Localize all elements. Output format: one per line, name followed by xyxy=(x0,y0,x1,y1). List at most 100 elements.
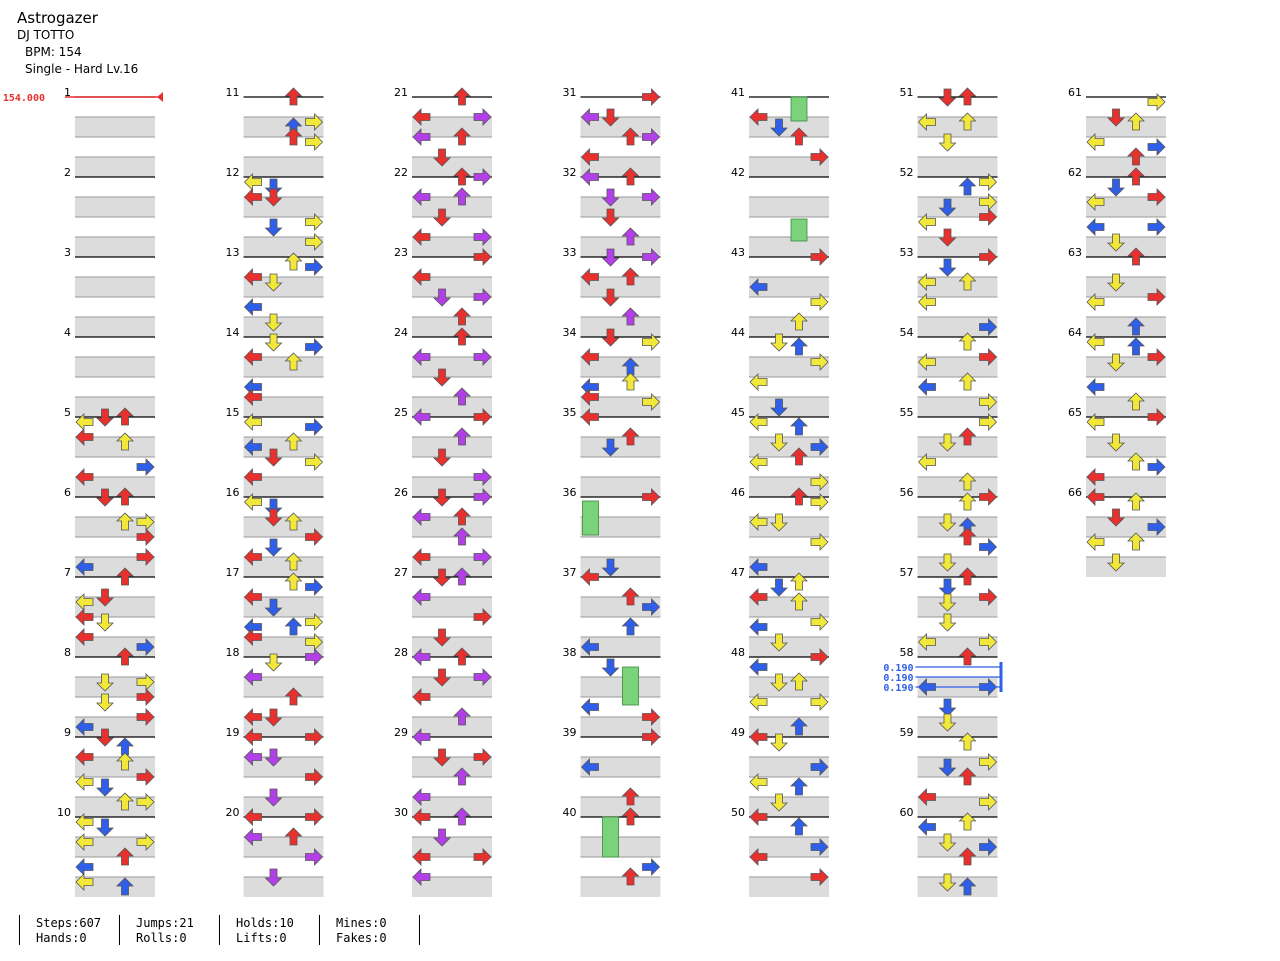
arrow-note xyxy=(264,598,283,617)
measure-number: 14 xyxy=(226,326,240,339)
beat-band xyxy=(243,877,324,897)
beat-band xyxy=(580,397,661,417)
arrow-note xyxy=(958,647,977,666)
step-chart: 1234567891011121314151617181920212223242… xyxy=(3,86,1166,897)
measure-number: 35 xyxy=(563,406,577,419)
arrow-note xyxy=(958,272,977,291)
arrow-note xyxy=(412,688,431,706)
beat-band xyxy=(1086,437,1166,457)
beat-band xyxy=(749,277,829,297)
arrow-note xyxy=(243,828,262,846)
beat-band xyxy=(917,757,998,777)
arrow-note xyxy=(136,688,155,706)
beat-band xyxy=(1086,397,1166,417)
arrow-note xyxy=(264,448,283,467)
beat-band xyxy=(1086,117,1166,137)
arrow-note xyxy=(136,458,155,476)
measure-number: 22 xyxy=(394,166,408,179)
arrow-note xyxy=(116,792,134,811)
arrow-note xyxy=(938,198,957,217)
arrow-note xyxy=(264,653,283,672)
beat-band xyxy=(75,597,155,617)
arrow-note xyxy=(136,638,155,656)
beat-band xyxy=(412,157,492,177)
beat-band xyxy=(412,637,492,657)
measure-number: 2 xyxy=(64,166,71,179)
arrow-note xyxy=(938,88,957,107)
arrow-note xyxy=(749,618,768,636)
arrow-note xyxy=(642,708,661,726)
stats-footer: Steps:607 Hands:0 Jumps:21 Rolls:0 Holds… xyxy=(0,915,1280,947)
arrow-note xyxy=(749,373,768,391)
bpm-marker-tip xyxy=(157,92,163,102)
stop-marker-label: 0.190 xyxy=(883,673,913,684)
measure-number: 17 xyxy=(226,566,240,579)
song-artist: DJ TOTTO xyxy=(17,28,75,42)
arrow-note xyxy=(412,188,431,206)
beat-band xyxy=(243,157,324,177)
beat-band xyxy=(243,197,324,217)
arrow-note xyxy=(305,848,324,866)
arrow-note xyxy=(580,168,599,186)
arrow-note xyxy=(917,788,936,806)
arrow-note xyxy=(453,527,471,546)
beat-band xyxy=(243,357,324,377)
arrow-note xyxy=(621,427,640,446)
arrow-note xyxy=(1107,553,1125,572)
arrow-note xyxy=(412,868,431,886)
beat-band xyxy=(75,877,155,897)
arrow-note xyxy=(1107,273,1125,292)
arrow-note xyxy=(453,87,471,106)
beat-band xyxy=(749,637,829,657)
arrow-note xyxy=(979,538,998,556)
arrow-note xyxy=(1086,488,1105,506)
arrow-note xyxy=(473,248,492,266)
arrow-note xyxy=(1127,112,1145,131)
beat-band xyxy=(75,317,155,337)
arrow-note xyxy=(116,847,134,866)
beat-band xyxy=(749,397,829,417)
stats-separator xyxy=(319,915,320,945)
arrow-note xyxy=(264,508,283,527)
arrow-note xyxy=(580,408,599,426)
arrow-note xyxy=(412,548,431,566)
measure-number: 25 xyxy=(394,406,408,419)
arrow-note xyxy=(1127,492,1145,511)
arrow-note xyxy=(453,567,471,586)
arrow-note xyxy=(305,648,324,666)
measure-number: 58 xyxy=(900,646,914,659)
stop-marker-cap xyxy=(999,672,1003,682)
arrow-note xyxy=(917,213,936,231)
measure-number: 53 xyxy=(900,246,914,259)
arrow-note xyxy=(790,312,808,331)
measure-number: 9 xyxy=(64,726,71,739)
arrow-note xyxy=(473,488,492,506)
measure-number: 50 xyxy=(731,806,745,819)
stats-separator xyxy=(119,915,120,945)
arrow-note xyxy=(1107,353,1125,372)
arrow-note xyxy=(473,408,492,426)
arrow-note xyxy=(917,293,936,311)
beat-band xyxy=(412,437,492,457)
beat-band xyxy=(917,477,998,497)
arrow-note xyxy=(284,512,303,531)
beat-band xyxy=(580,277,661,297)
measure-number: 56 xyxy=(900,486,914,499)
measure-number: 24 xyxy=(394,326,408,339)
stats-separator xyxy=(219,915,220,945)
arrow-note xyxy=(75,468,94,486)
arrow-note xyxy=(264,333,283,352)
arrow-note xyxy=(958,527,977,546)
arrow-note xyxy=(243,268,262,286)
arrow-note xyxy=(958,87,977,106)
measure-number: 20 xyxy=(226,806,240,819)
arrow-note xyxy=(642,488,661,506)
arrow-note xyxy=(75,833,94,851)
arrow-note xyxy=(790,672,808,691)
beat-band xyxy=(917,277,998,297)
stats-separator xyxy=(419,915,420,945)
beat-band xyxy=(243,517,324,537)
arrow-note xyxy=(580,268,599,286)
arrow-note xyxy=(749,108,768,126)
beat-band xyxy=(580,117,661,137)
